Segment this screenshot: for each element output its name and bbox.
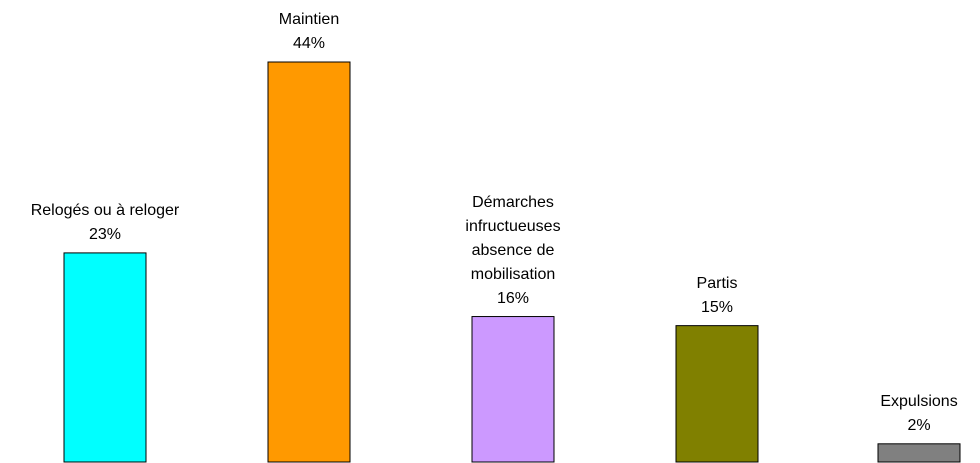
value-label: 16% — [496, 289, 530, 307]
category-label: Maintien — [278, 11, 340, 28]
category-label: Partis — [696, 274, 738, 292]
value-label: 44% — [292, 35, 326, 52]
bar-label: Démarches infructueuses absence de mobil… — [413, 191, 613, 311]
bar — [267, 61, 351, 463]
bar-label: Expulsions 2% — [819, 390, 980, 438]
bar — [471, 316, 555, 463]
bar — [877, 443, 961, 463]
bar-label: Maintien 44% — [209, 8, 409, 56]
value-label: 15% — [700, 298, 734, 316]
bar-label: Partis 15% — [617, 272, 817, 320]
category-label: Démarches infructueuses absence de mobil… — [465, 193, 561, 283]
value-label: 2% — [907, 416, 931, 434]
bar-label: Relogés ou à reloger 23% — [5, 199, 205, 247]
bar — [63, 252, 147, 463]
category-label: Relogés ou à reloger — [30, 201, 180, 219]
category-label: Expulsions — [880, 392, 958, 410]
value-label: 23% — [88, 225, 122, 243]
bar — [675, 325, 759, 463]
